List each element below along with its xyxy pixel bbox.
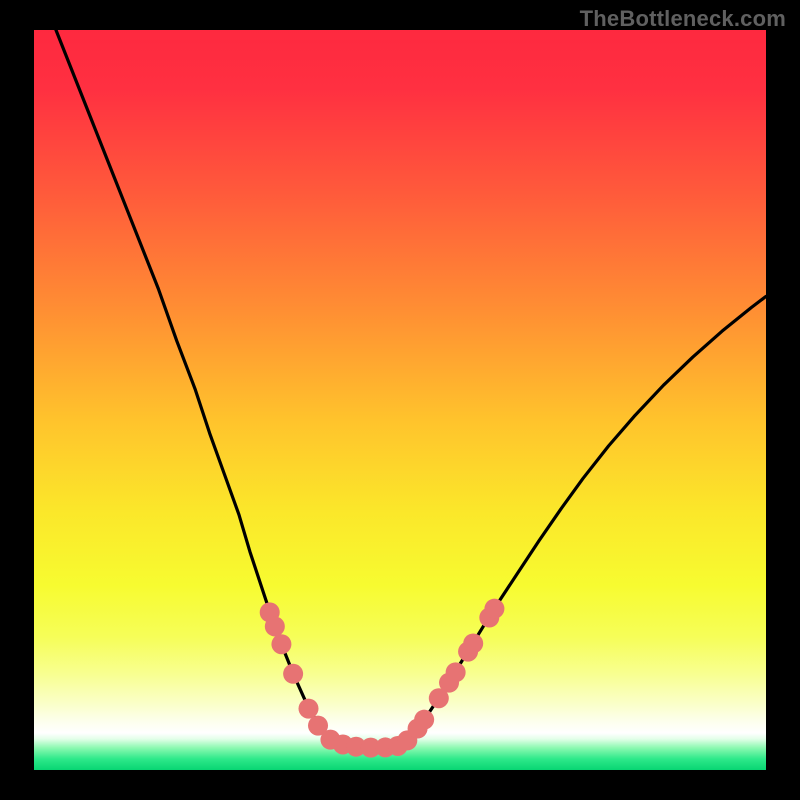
curve-marker (446, 662, 466, 682)
curve-marker (265, 616, 285, 636)
watermark-text: TheBottleneck.com (580, 6, 786, 32)
curve-marker (463, 633, 483, 653)
curve-marker (283, 664, 303, 684)
curve-marker (271, 634, 291, 654)
plot-background (34, 30, 766, 770)
curve-marker (414, 710, 434, 730)
chart-root: TheBottleneck.com (0, 0, 800, 800)
chart-svg (0, 0, 800, 800)
curve-marker (484, 599, 504, 619)
curve-marker (299, 699, 319, 719)
